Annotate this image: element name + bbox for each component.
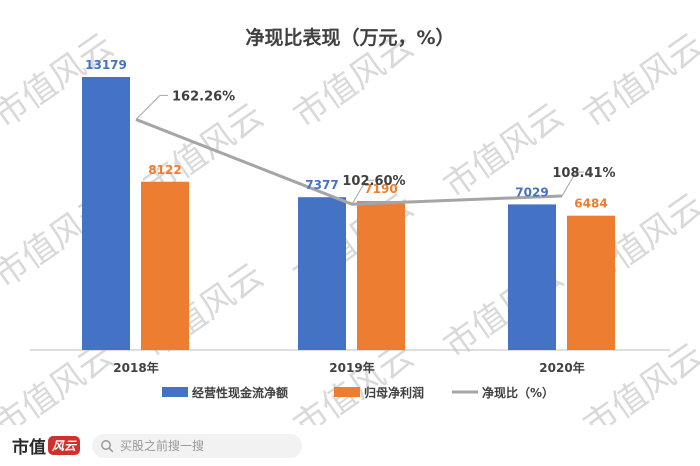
brand-logo[interactable]: 市值 风云 [12, 433, 81, 458]
search-icon [101, 439, 114, 452]
chart-title: 净现比表现（万元，%） [245, 26, 454, 49]
label-layer: 13179 7377 7029 8122 7190 6484 162.26% 102.60% 1… [85, 58, 615, 211]
bar-data-label: 7029 [515, 185, 548, 199]
x-tick-label: 2018年 [113, 360, 158, 375]
bar-data-label: 8122 [148, 163, 181, 177]
bar-data-label: 13179 [85, 58, 127, 72]
bar-data-label: 7377 [305, 178, 338, 192]
brand-text: 市值 [12, 438, 46, 458]
legend-label: 归母净利润 [364, 385, 424, 400]
bar [82, 77, 130, 350]
legend: 经营性现金流净额 归母净利润 净现比（%） [162, 385, 554, 400]
brand-script-text: 风云 [48, 436, 81, 455]
line-layer [135, 94, 584, 206]
x-tick-layer: 2018年 2019年 2020年 [113, 360, 584, 375]
bar-layer [82, 77, 615, 350]
footer-bar: 市值 风云 买股之前搜一搜 [0, 425, 700, 466]
legend-swatch [162, 387, 188, 397]
bar [567, 215, 615, 350]
bar [298, 197, 346, 350]
search-input[interactable]: 买股之前搜一搜 [92, 433, 303, 458]
x-tick-label: 2020年 [539, 360, 584, 375]
watermark-text: 市值风云 [577, 26, 700, 137]
leader-line [135, 94, 168, 120]
line-data-label: 102.60% [342, 174, 405, 189]
x-tick-label: 2019年 [329, 360, 374, 375]
bar [357, 201, 405, 350]
search-placeholder: 买股之前搜一搜 [120, 439, 205, 453]
bar-data-label: 7190 [364, 182, 397, 196]
legend-swatch [334, 387, 360, 397]
line-data-label: 108.41% [552, 166, 615, 181]
legend-label: 净现比（%） [482, 385, 554, 400]
chart-svg: 市值风云市值风云市值风云市值风云市值风云市值风云市值风云市值风云市值风云市值风云… [0, 26, 700, 425]
leader-line [351, 179, 374, 205]
bar-data-label: 6484 [574, 197, 607, 211]
bar [141, 181, 189, 350]
bar [508, 204, 556, 350]
line-data-label: 162.26% [172, 89, 235, 104]
leader-line [561, 171, 584, 197]
legend-label: 经营性现金流净额 [192, 385, 288, 400]
watermark-text: 市值风云 [437, 96, 571, 207]
